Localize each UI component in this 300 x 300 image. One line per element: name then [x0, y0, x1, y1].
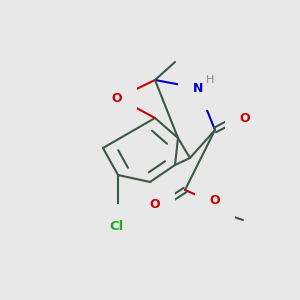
Text: O: O	[150, 199, 160, 212]
Text: Cl: Cl	[109, 220, 123, 232]
Text: O: O	[240, 112, 250, 124]
Text: O: O	[210, 194, 220, 206]
Text: H: H	[206, 75, 214, 85]
Text: O: O	[112, 92, 122, 104]
Text: N: N	[193, 82, 203, 94]
